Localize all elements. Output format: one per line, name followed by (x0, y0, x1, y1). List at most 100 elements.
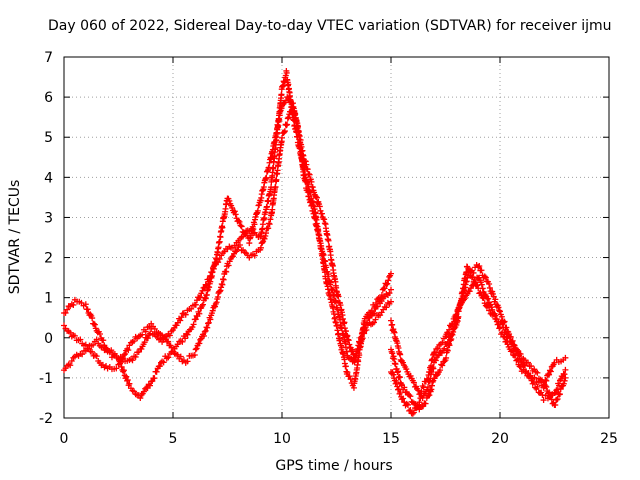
data-point (554, 395, 561, 402)
data-point (505, 332, 512, 339)
data-point (284, 115, 291, 122)
data-point (386, 290, 393, 297)
data-point (346, 341, 353, 348)
data-point (204, 324, 211, 331)
data-point (513, 357, 520, 364)
data-point (498, 313, 505, 320)
data-point (123, 373, 130, 380)
data-point (67, 329, 74, 336)
data-point (540, 397, 547, 404)
data-point (177, 353, 184, 360)
data-point (474, 282, 481, 289)
data-point (67, 362, 74, 369)
data-point (137, 395, 144, 402)
data-point (327, 279, 334, 286)
data-point (320, 251, 327, 258)
data-point (254, 207, 261, 214)
data-point (302, 178, 309, 185)
data-point (190, 321, 197, 328)
data-point (91, 321, 98, 328)
data-point (388, 270, 394, 277)
data-point (286, 94, 293, 101)
data-point (403, 400, 410, 407)
data-point (432, 357, 439, 364)
grid-lines (64, 57, 609, 418)
x-axis-label: GPS time / hours (275, 458, 392, 474)
data-point (341, 319, 348, 326)
data-point (316, 203, 323, 210)
data-point (325, 271, 332, 278)
data-point (308, 178, 315, 185)
data-point (455, 313, 462, 320)
y-tick-label: 2 (44, 251, 53, 267)
data-point (383, 304, 390, 311)
data-point (388, 286, 394, 293)
y-tick-label: 5 (44, 130, 53, 146)
data-point (197, 336, 204, 343)
data-point (89, 348, 96, 355)
data-point (140, 388, 147, 395)
data-point (332, 298, 339, 305)
data-point (560, 380, 567, 387)
y-tick-label: 6 (44, 90, 53, 106)
data-point (312, 215, 319, 222)
data-point (120, 367, 127, 374)
data-point (272, 183, 279, 190)
data-point (139, 331, 146, 338)
x-tick-label: 20 (491, 431, 509, 447)
x-tick-label: 25 (600, 431, 618, 447)
data-point (226, 197, 233, 204)
data-point (486, 307, 493, 314)
data-point (251, 252, 258, 259)
data-point (434, 345, 441, 352)
data-point (201, 328, 208, 335)
y-tick-label: 7 (44, 50, 53, 66)
data-point (262, 232, 269, 239)
data-point (428, 382, 435, 389)
data-point (135, 349, 142, 356)
y-tick-label: -1 (39, 371, 53, 387)
data-point (542, 382, 549, 389)
data-point (531, 374, 538, 381)
data-point (458, 297, 465, 304)
data-point (216, 238, 223, 245)
data-point (89, 315, 96, 322)
data-point (477, 289, 484, 296)
data-point (435, 352, 442, 359)
data-point (228, 254, 235, 261)
data-point (562, 374, 569, 381)
data-point (357, 334, 364, 341)
data-point (513, 346, 520, 353)
data-point (561, 377, 568, 384)
data-point (165, 338, 172, 345)
data-point (427, 387, 434, 394)
data-point (384, 280, 391, 287)
data-point (496, 325, 503, 332)
series-track-6 (388, 263, 569, 417)
data-point (516, 363, 523, 370)
data-point (337, 302, 344, 309)
data-point (191, 352, 198, 359)
data-point (151, 375, 158, 382)
data-point (401, 384, 408, 391)
data-point (151, 325, 158, 332)
data-point (237, 222, 244, 229)
data-point (481, 273, 488, 280)
data-point (381, 285, 388, 292)
data-point (492, 312, 499, 319)
data-point (400, 395, 407, 402)
data-point (363, 322, 370, 329)
data-point (93, 336, 100, 343)
data-point (257, 244, 264, 251)
data-point (265, 197, 272, 204)
data-point (446, 326, 453, 333)
data-point (124, 376, 131, 383)
data-point (372, 316, 379, 323)
data-point (449, 331, 456, 338)
x-tick-label: 5 (169, 431, 178, 447)
data-point (283, 69, 290, 76)
data-point (451, 325, 458, 332)
data-point (192, 346, 199, 353)
data-point (122, 351, 129, 358)
data-point (182, 311, 189, 318)
